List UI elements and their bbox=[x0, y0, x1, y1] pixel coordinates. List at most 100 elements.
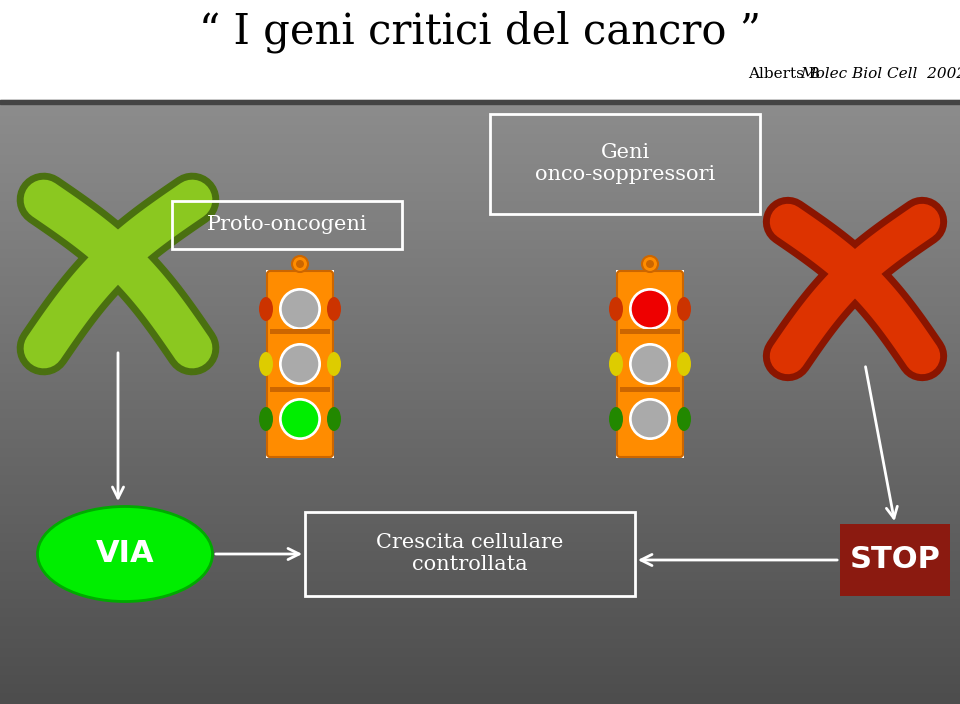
Bar bbox=[0, 653, 960, 655]
Circle shape bbox=[279, 343, 321, 385]
Circle shape bbox=[296, 260, 304, 268]
Bar bbox=[0, 163, 960, 166]
Bar bbox=[0, 613, 960, 617]
Ellipse shape bbox=[677, 352, 691, 376]
Bar bbox=[0, 227, 960, 230]
Bar bbox=[0, 184, 960, 187]
Ellipse shape bbox=[609, 297, 623, 321]
Bar bbox=[0, 296, 960, 299]
Bar bbox=[0, 677, 960, 680]
Bar bbox=[0, 315, 960, 318]
Bar bbox=[0, 544, 960, 547]
Bar bbox=[0, 484, 960, 486]
Bar bbox=[0, 571, 960, 574]
Bar bbox=[0, 137, 960, 139]
Bar bbox=[0, 453, 960, 456]
Bar bbox=[840, 524, 950, 596]
Bar bbox=[0, 363, 960, 366]
Bar bbox=[0, 568, 960, 571]
Ellipse shape bbox=[609, 407, 623, 431]
Bar bbox=[0, 242, 960, 245]
Bar bbox=[0, 224, 960, 227]
Bar bbox=[0, 417, 960, 420]
Bar bbox=[0, 486, 960, 489]
Bar bbox=[0, 327, 960, 329]
Bar bbox=[0, 0, 960, 100]
Bar bbox=[0, 463, 960, 465]
Bar bbox=[0, 435, 960, 438]
Bar bbox=[0, 574, 960, 577]
Bar bbox=[0, 182, 960, 184]
Bar bbox=[0, 517, 960, 520]
Bar bbox=[0, 290, 960, 294]
Bar bbox=[0, 323, 960, 327]
Bar bbox=[0, 353, 960, 357]
Ellipse shape bbox=[259, 352, 273, 376]
Bar bbox=[0, 680, 960, 683]
Bar bbox=[0, 510, 960, 514]
Bar bbox=[0, 263, 960, 266]
Bar bbox=[0, 369, 960, 372]
Circle shape bbox=[646, 260, 654, 268]
Bar bbox=[0, 239, 960, 242]
Bar bbox=[0, 306, 960, 308]
Bar bbox=[0, 477, 960, 481]
Bar bbox=[0, 646, 960, 650]
Bar bbox=[0, 489, 960, 493]
Bar bbox=[0, 272, 960, 275]
Bar bbox=[616, 270, 684, 458]
Bar bbox=[0, 541, 960, 544]
Bar bbox=[0, 423, 960, 426]
Bar bbox=[0, 387, 960, 390]
Bar bbox=[0, 194, 960, 196]
Bar bbox=[0, 339, 960, 341]
Bar bbox=[0, 251, 960, 254]
Bar bbox=[0, 318, 960, 320]
Bar bbox=[0, 275, 960, 278]
Bar bbox=[0, 689, 960, 692]
Bar bbox=[0, 139, 960, 142]
Bar bbox=[620, 329, 680, 334]
Bar bbox=[0, 468, 960, 472]
Ellipse shape bbox=[259, 297, 273, 321]
Bar bbox=[0, 634, 960, 638]
Bar bbox=[0, 154, 960, 158]
Bar bbox=[0, 308, 960, 311]
Bar bbox=[0, 526, 960, 529]
Bar bbox=[0, 465, 960, 468]
Bar bbox=[0, 281, 960, 284]
Bar bbox=[0, 496, 960, 498]
Bar bbox=[0, 320, 960, 323]
Bar bbox=[0, 686, 960, 689]
Bar bbox=[0, 196, 960, 200]
Bar bbox=[490, 114, 760, 214]
Circle shape bbox=[279, 288, 321, 330]
Bar bbox=[0, 638, 960, 641]
Bar bbox=[0, 166, 960, 170]
Bar bbox=[0, 384, 960, 387]
FancyBboxPatch shape bbox=[617, 271, 683, 457]
Bar bbox=[0, 601, 960, 604]
Bar bbox=[0, 631, 960, 634]
Bar bbox=[0, 248, 960, 251]
Bar bbox=[0, 562, 960, 565]
Bar bbox=[0, 429, 960, 432]
Bar bbox=[0, 408, 960, 411]
Bar bbox=[0, 294, 960, 296]
Bar bbox=[0, 266, 960, 269]
Bar bbox=[0, 230, 960, 233]
Bar bbox=[0, 420, 960, 423]
Bar bbox=[0, 191, 960, 194]
Bar bbox=[0, 460, 960, 463]
Ellipse shape bbox=[327, 352, 341, 376]
Text: STOP: STOP bbox=[850, 546, 941, 574]
Bar bbox=[0, 659, 960, 662]
Bar bbox=[0, 341, 960, 345]
Bar bbox=[0, 608, 960, 610]
Bar bbox=[0, 598, 960, 601]
Bar bbox=[0, 399, 960, 402]
Bar bbox=[0, 665, 960, 668]
Bar bbox=[0, 604, 960, 608]
Bar bbox=[0, 556, 960, 559]
Circle shape bbox=[281, 400, 319, 438]
